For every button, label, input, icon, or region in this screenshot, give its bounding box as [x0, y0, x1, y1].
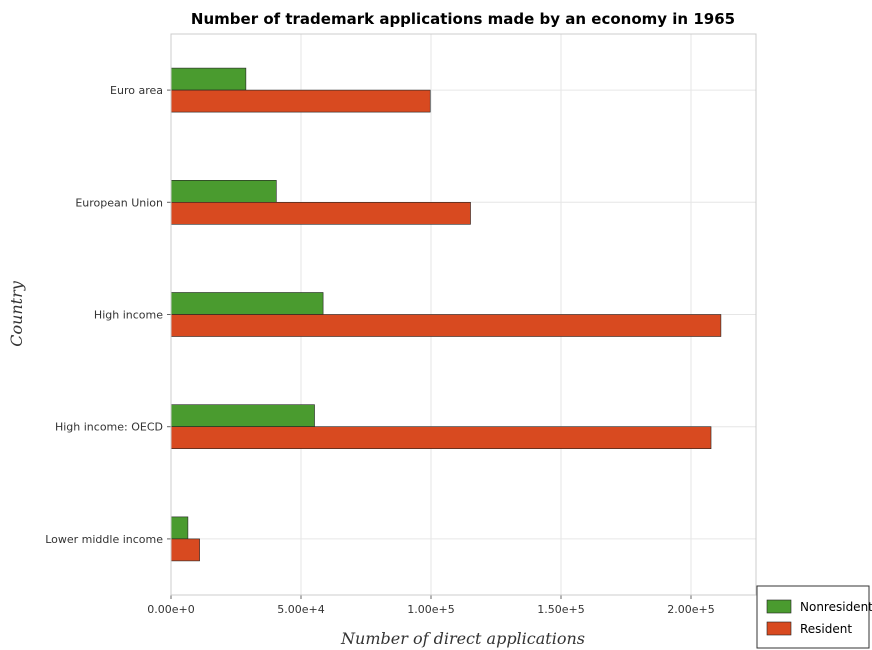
bar-nonresident-high-income-oecd [170, 404, 315, 428]
legend-swatch-nonresident [766, 599, 792, 614]
bar-resident-lower-middle-income [170, 538, 200, 562]
x-tick-label: 5.00e+4 [277, 603, 324, 616]
legend-label-resident: Resident [800, 622, 852, 636]
legend: Nonresident Resident [756, 585, 872, 649]
x-tick-label: 1.00e+5 [407, 603, 454, 616]
x-tick-label: 1.50e+5 [537, 603, 584, 616]
y-axis-label: Country [7, 280, 26, 347]
y-tick-label: Lower middle income [45, 533, 163, 546]
bar-resident-european-union [170, 202, 471, 225]
y-tick-label: High income [94, 309, 163, 322]
chart-title: Number of trademark applications made by… [191, 10, 735, 28]
x-axis-label: Number of direct applications [340, 629, 585, 648]
legend-swatch-resident [766, 621, 792, 636]
bar-resident-euro-area [170, 89, 431, 113]
bar-nonresident-european-union [170, 180, 277, 203]
x-tick-label: 2.00e+5 [667, 603, 714, 616]
y-tick-label: Euro area [110, 84, 163, 97]
bar-nonresident-high-income [170, 292, 324, 315]
bar-nonresident-lower-middle-income [170, 516, 189, 540]
bars [170, 67, 722, 562]
legend-label-nonresident: Nonresident [800, 600, 872, 614]
x-axis: 0.00e+0 5.00e+4 1.00e+5 1.50e+5 2.00e+5 [147, 595, 715, 616]
y-axis: Euro area European Union High income High i… [45, 84, 171, 546]
plot-frame [170, 33, 757, 596]
x-tick-label: 0.00e+0 [147, 603, 194, 616]
legend-box [756, 585, 870, 649]
y-tick-label: High income: OECD [55, 421, 163, 434]
bar-resident-high-income [170, 314, 722, 337]
bar-resident-high-income-oecd [170, 426, 712, 450]
bar-nonresident-euro-area [170, 67, 247, 91]
y-tick-label: European Union [75, 196, 163, 209]
